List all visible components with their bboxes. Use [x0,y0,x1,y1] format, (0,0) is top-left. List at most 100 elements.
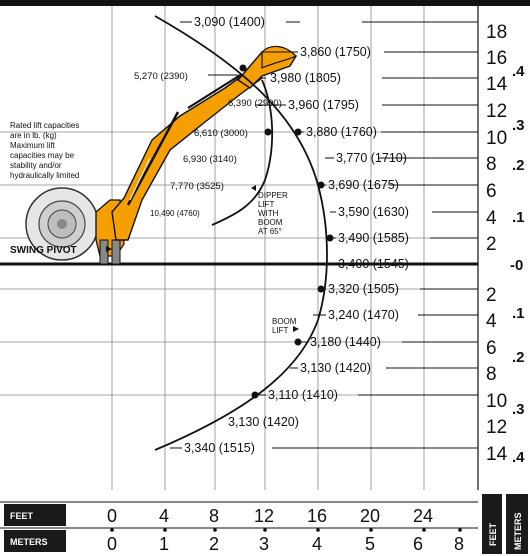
point-label: 3,490 (1585) [338,231,409,245]
point-label: 3,860 (1750) [300,45,371,59]
svg-text:24: 24 [413,506,433,526]
svg-text:.3: .3 [512,401,525,418]
corner-feet-label: FEET [488,522,498,546]
point-label: 6,390 (2900) [228,98,282,109]
point-label: 3,880 (1760) [306,125,377,139]
svg-text:6: 6 [486,338,497,359]
svg-text:AT 65°: AT 65° [258,227,282,236]
svg-text:16: 16 [307,506,327,526]
point-label: 3,320 (1505) [328,282,399,296]
svg-text:BOOM: BOOM [272,317,297,326]
svg-text:4: 4 [486,208,497,229]
bottom-axis-meters: 0 1 2 3 4 5 6 8 [107,534,464,554]
svg-text:8: 8 [454,534,464,554]
svg-text:.1: .1 [512,209,525,226]
leader-lines [170,21,478,449]
point-label: 7,770 (3525) [170,181,224,192]
point-label: 3,980 (1805) [270,71,341,85]
corner-feet-box [482,494,502,554]
bottom-axis: FEET METERS 0 4 8 12 16 20 24 0 1 2 3 4 … [0,494,528,554]
svg-text:2: 2 [209,534,219,554]
svg-text:.4: .4 [512,449,525,466]
boom-point-labels: 3,880 (1760) 3,770 (1710) 3,690 (1675) 3… [184,125,409,455]
svg-text:stability and/or: stability and/or [10,161,62,170]
svg-text:8: 8 [209,506,219,526]
svg-text:12: 12 [254,506,274,526]
svg-text:LIFT: LIFT [272,326,289,335]
svg-text:hydraulically limited: hydraulically limited [10,171,79,180]
point-label: 3,590 (1630) [338,205,409,219]
point-label: 3,240 (1470) [328,308,399,322]
svg-text:.3: .3 [512,117,525,134]
svg-text:4: 4 [312,534,322,554]
feet-label: FEET [10,511,34,521]
envelope-curves [154,15,328,451]
svg-text:Maximum lift: Maximum lift [10,141,56,150]
svg-text:18: 18 [486,22,507,43]
svg-text:6: 6 [413,534,423,554]
svg-text:2: 2 [486,234,497,255]
svg-text:14: 14 [486,74,508,95]
right-axis-feet: 18 16 14 12 10 8 6 4 2 0 2 4 6 8 10 12 1… [486,22,508,465]
svg-text:12: 12 [486,101,507,122]
svg-text:0: 0 [107,534,117,554]
svg-text:6: 6 [486,181,497,202]
svg-text:Rated lift capacities: Rated lift capacities [10,121,79,130]
dipper-point-labels: 6,610 (3000) 6,930 (3140) 7,770 (3525) 1… [150,128,248,218]
point-label: 10,490 (4760) [150,209,200,218]
rated-capacity-note: Rated lift capacities are in lb. (kg) Ma… [10,121,79,180]
meters-label-box [4,530,66,552]
point-label: 3,130 (1420) [300,361,371,375]
point-label: 3,110 (1410) [268,388,338,402]
boom-lift-note: BOOM LIFT [272,317,299,335]
svg-text:8: 8 [486,154,497,175]
svg-text:8: 8 [486,364,497,385]
right-axis-meters: .4 .3 .2 .1 -0 .1 .2 .3 .4 [510,63,525,466]
svg-text:LIFT: LIFT [258,200,275,209]
svg-text:-0: -0 [510,257,523,274]
svg-text:DIPPER: DIPPER [258,191,288,200]
svg-text:BOOM: BOOM [258,218,283,227]
svg-text:12: 12 [486,417,507,438]
backhoe-machine [25,45,298,265]
point-label: 5,270 (2390) [134,71,188,82]
point-label: 3,400 (1545) [338,257,409,271]
point-label: 3,690 (1675) [328,178,399,192]
svg-text:4: 4 [159,506,169,526]
svg-text:5: 5 [365,534,375,554]
svg-text:WITH: WITH [258,209,279,218]
svg-text:10: 10 [486,391,507,412]
svg-text:.2: .2 [512,157,525,174]
point-label: 3,180 (1440) [310,335,381,349]
bottom-axis-feet: 0 4 8 12 16 20 24 [107,506,433,526]
svg-text:3: 3 [259,534,269,554]
point-label: 6,930 (3140) [183,154,237,165]
point-label: 3,340 (1515) [184,441,255,455]
svg-text:10: 10 [486,128,507,149]
point-label: 3,960 (1795) [288,98,359,112]
feet-label-box [4,504,66,526]
svg-text:capacities may be: capacities may be [10,151,75,160]
svg-text:.1: .1 [512,305,525,322]
svg-text:1: 1 [159,534,169,554]
swing-pivot-label: SWING PIVOT [10,245,112,256]
point-label: 6,610 (3000) [194,128,248,139]
svg-text:4: 4 [486,311,497,332]
meters-label: METERS [10,537,48,547]
point-label: 3,090 (1400) [194,15,265,29]
svg-text:are in lb. (kg): are in lb. (kg) [10,131,57,140]
svg-text:.2: .2 [512,349,525,366]
dipper-lift-curve [211,79,274,226]
point-label: 3,130 (1420) [228,415,299,429]
boom-lift-curve [154,15,328,451]
top-border [0,0,530,6]
svg-text:14: 14 [486,444,508,465]
top-point-labels: 3,090 (1400) 3,860 (1750) 5,270 (2390) 3… [134,15,371,112]
corner-meters-box [506,494,528,554]
svg-text:SWING PIVOT: SWING PIVOT [10,245,77,256]
corner-meters-label: METERS [513,512,523,550]
dipper-lift-note: DIPPER LIFT WITH BOOM AT 65° [251,185,288,236]
svg-text:.4: .4 [512,63,525,80]
point-label: 3,770 (1710) [336,151,407,165]
